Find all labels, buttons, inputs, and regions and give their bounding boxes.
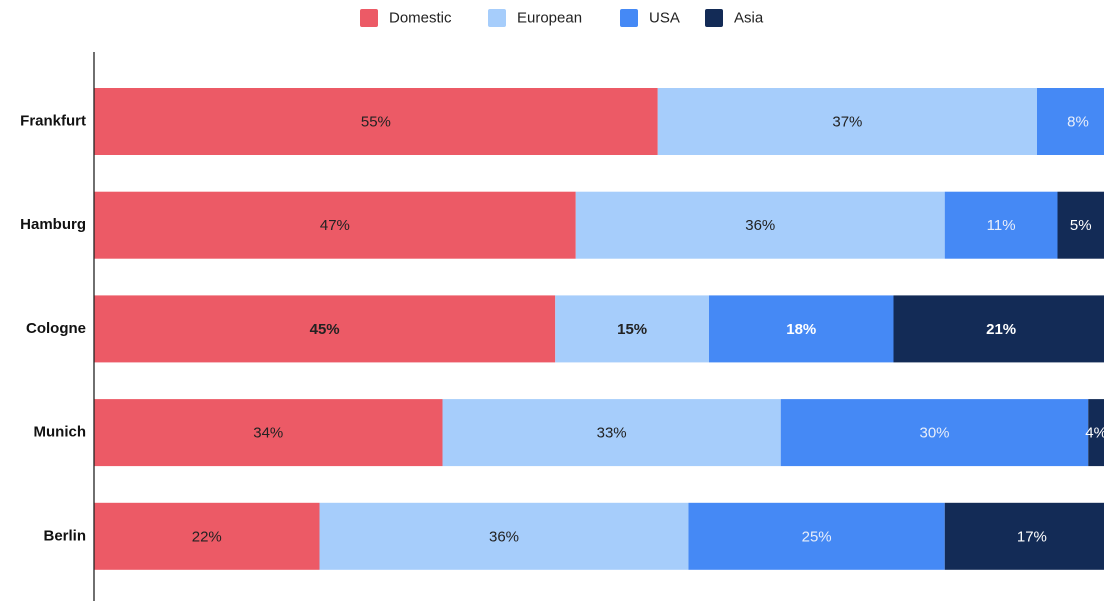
value-label: 21%	[986, 321, 1016, 338]
legend-label: Domestic	[389, 9, 452, 26]
value-label: 34%	[253, 425, 283, 442]
value-label: 5%	[1070, 217, 1092, 234]
bar-segment	[94, 191, 576, 259]
bar-segment	[657, 88, 1037, 155]
bar-segment	[688, 502, 945, 570]
bar-segment	[94, 502, 320, 570]
bar-segment	[555, 295, 709, 363]
value-label: 47%	[320, 217, 350, 234]
bar-segment	[575, 191, 945, 259]
value-label: 17%	[1017, 528, 1047, 545]
value-label: 36%	[745, 217, 775, 234]
y-tick-label: Frankfurt	[20, 112, 86, 129]
legend-swatch	[488, 9, 506, 27]
legend-label: USA	[649, 9, 680, 26]
value-label: 30%	[919, 425, 949, 442]
value-label: 4%	[1085, 425, 1104, 442]
y-tick-label: Berlin	[43, 527, 86, 544]
y-tick-label: Hamburg	[20, 216, 86, 233]
value-label: 55%	[361, 113, 391, 130]
bar-segment	[1057, 191, 1104, 259]
bar-segment	[94, 399, 443, 467]
bar-segment	[94, 295, 556, 363]
bar-segment	[893, 295, 1104, 363]
value-label: 36%	[489, 528, 519, 545]
y-tick-label: Cologne	[26, 320, 86, 337]
legend-swatch	[360, 9, 378, 27]
bar-segment	[709, 295, 894, 363]
bar-segment	[94, 88, 658, 155]
y-tick-label: Munich	[34, 424, 87, 441]
value-label: 11%	[987, 217, 1016, 234]
value-label: 8%	[1067, 113, 1089, 130]
value-label: 15%	[617, 321, 647, 338]
value-label: 18%	[786, 321, 816, 338]
value-label: 33%	[597, 425, 627, 442]
legend-label: European	[517, 9, 582, 26]
bar-segment	[944, 502, 1104, 570]
bar-segment	[1088, 399, 1104, 467]
bar-segment	[944, 191, 1058, 259]
bar-segment	[319, 502, 689, 570]
value-label: 22%	[192, 528, 222, 545]
bar-segment	[780, 399, 1089, 467]
legend-swatch	[620, 9, 638, 27]
bar-segment	[442, 399, 781, 467]
legend-swatch	[705, 9, 723, 27]
value-label: 45%	[310, 321, 340, 338]
legend-label: Asia	[734, 9, 764, 26]
bar-segment	[1037, 88, 1104, 155]
value-label: 25%	[802, 528, 832, 545]
value-label: 37%	[832, 113, 862, 130]
